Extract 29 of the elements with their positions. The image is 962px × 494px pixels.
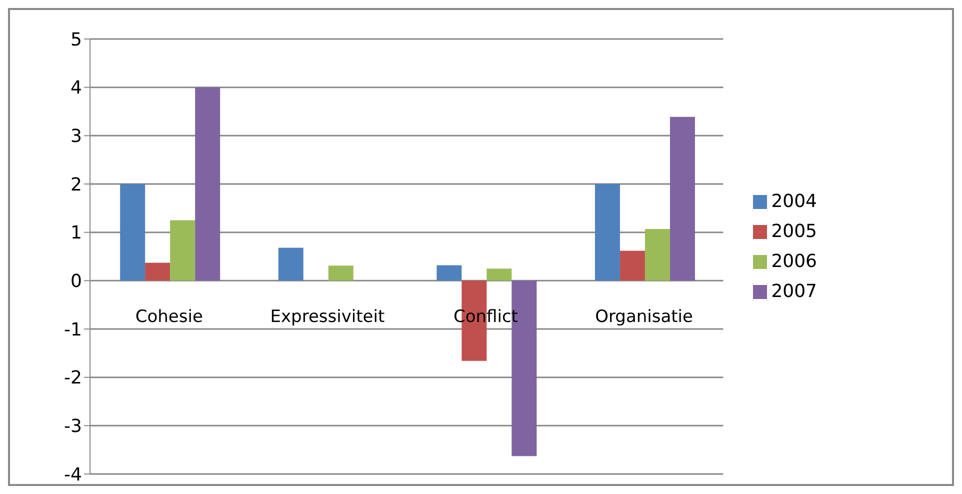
legend-label: 2004 (771, 191, 817, 212)
bar (328, 266, 354, 281)
bar (170, 220, 196, 281)
legend-label: 2005 (771, 221, 817, 242)
y-tick-label: 0 (70, 271, 82, 292)
bar (670, 116, 695, 281)
bar (594, 184, 620, 281)
legend-label: 2007 (771, 281, 817, 302)
bar (145, 262, 170, 281)
y-tick-label: -3 (64, 416, 82, 438)
legend-label: 2006 (771, 251, 817, 272)
x-tick-label: Cohesie (135, 306, 203, 327)
bar (486, 268, 512, 281)
bar (278, 248, 304, 281)
x-tick-label: Expressiviteit (270, 306, 385, 327)
bar (644, 228, 670, 281)
x-tick-label: Organisatie (595, 306, 693, 327)
bar (195, 87, 220, 281)
y-tick-label: 5 (70, 29, 82, 50)
y-tick-label: 3 (70, 126, 82, 148)
bar (436, 265, 462, 281)
y-tick-label: 2 (70, 174, 82, 196)
y-tick-label: 4 (70, 78, 82, 99)
bar (620, 250, 645, 281)
y-tick-label: 1 (70, 222, 82, 244)
y-tick-label: -2 (64, 368, 82, 389)
y-tick-label: -4 (64, 464, 82, 486)
bar (120, 184, 146, 281)
y-tick-label: -1 (64, 319, 82, 340)
